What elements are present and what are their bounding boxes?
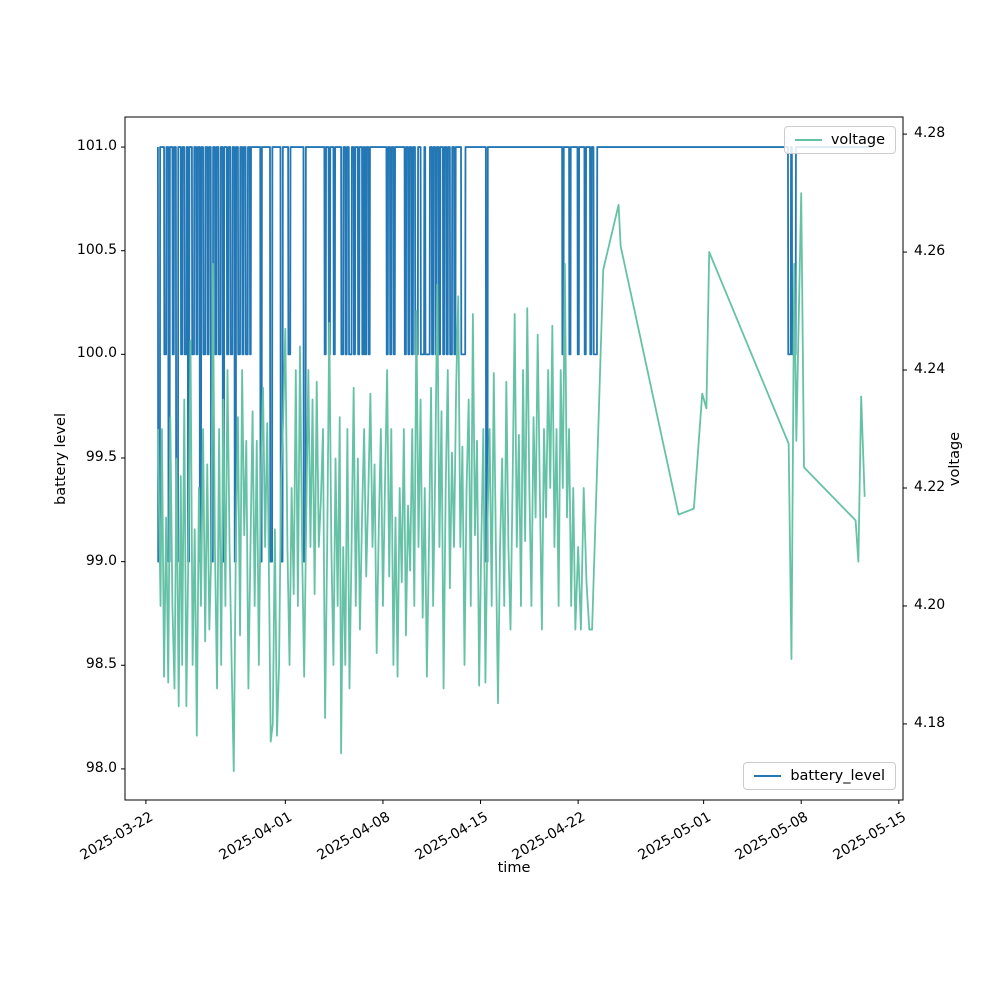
y-right-tick-label: 4.18: [914, 714, 946, 731]
voltage-legend-label: voltage: [830, 132, 885, 148]
y-right-tick-label: 4.22: [914, 478, 946, 495]
battery-level-legend-label: battery_level: [790, 768, 885, 784]
voltage-series-line: [157, 192, 866, 772]
battery_level-series-line: [156, 146, 871, 563]
y-right-axis-label: voltage: [947, 431, 963, 486]
x-axis-label: time: [497, 860, 531, 876]
y-left-tick-label: 100.0: [76, 345, 117, 362]
plot-area-spines: [124, 116, 904, 801]
y-right-tick-label: 4.28: [914, 125, 946, 142]
y-left-tick-label: 100.5: [76, 241, 117, 258]
voltage-legend-line-sample: [794, 139, 822, 141]
y-left-tick-label: 99.5: [85, 448, 117, 465]
y-left-tick-label: 101.0: [76, 138, 117, 155]
y-right-tick-label: 4.20: [914, 596, 946, 613]
legend-battery-level: battery_level: [743, 762, 896, 790]
y-left-tick-label: 98.0: [85, 759, 117, 776]
y-left-tick-label: 98.5: [85, 656, 117, 673]
y-left-tick-label: 99.0: [85, 552, 117, 569]
battery-level-legend-line-sample: [754, 775, 782, 777]
y-right-tick-label: 4.24: [914, 361, 946, 378]
y-left-axis-label: battery level: [53, 412, 69, 505]
y-right-tick-label: 4.26: [914, 243, 946, 260]
legend-voltage: voltage: [783, 126, 896, 154]
